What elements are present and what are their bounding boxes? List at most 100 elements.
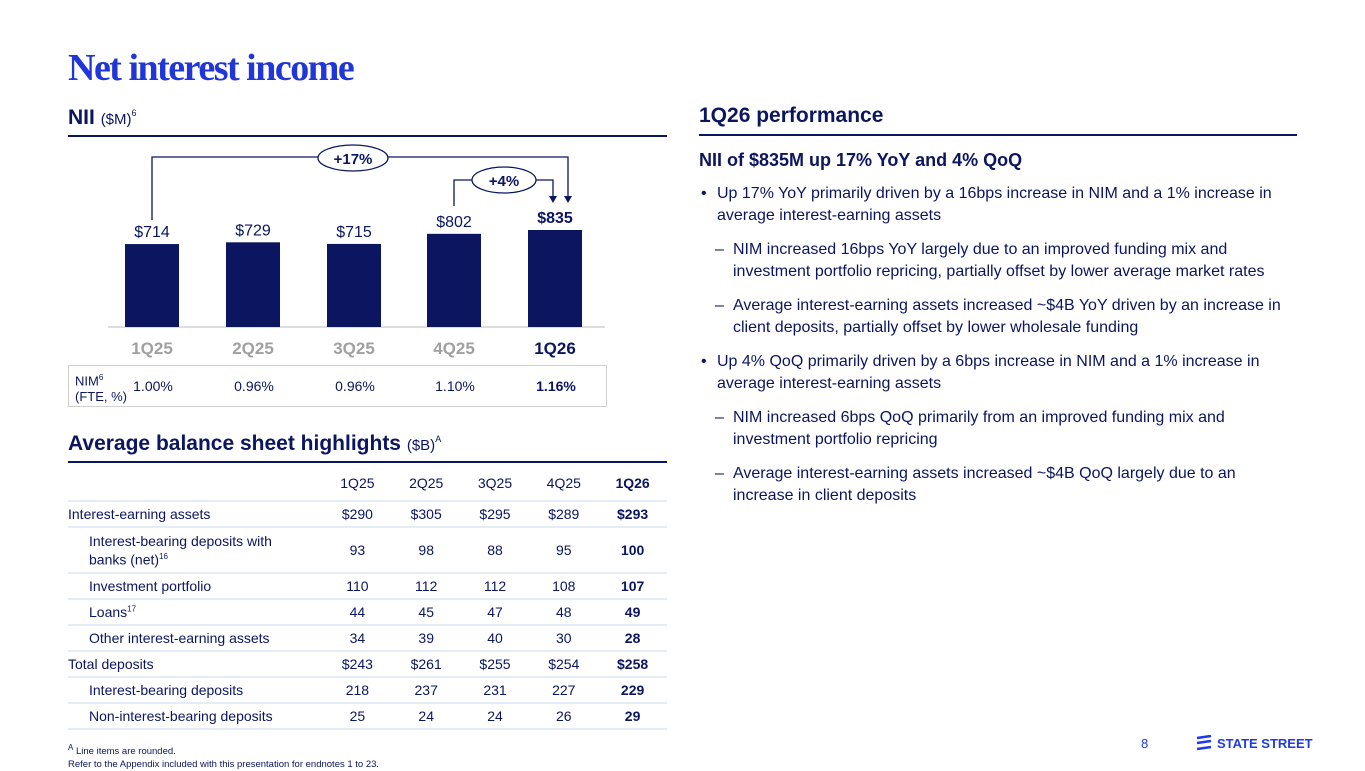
cell: 108 [529, 573, 599, 600]
cell: 39 [391, 625, 461, 652]
table-row: Non-interest-bearing deposits 25 24 24 26 29 [68, 703, 667, 730]
cell: $261 [391, 651, 461, 678]
row-label: Loans17 [68, 599, 323, 626]
bullet-item: Up 17% YoY primarily driven by a 16bps i… [699, 183, 1297, 227]
bar-2Q25 [226, 242, 280, 327]
divider [68, 461, 667, 463]
cell: 112 [391, 573, 461, 600]
balance-table: 1Q25 2Q25 3Q25 4Q25 1Q26 Interest-earning as… [68, 465, 667, 730]
footnote-mark: A [68, 743, 74, 752]
nim-value-2Q25: 0.96% [234, 378, 274, 394]
x-tick-label: 1Q25 [131, 339, 173, 358]
qoq-badge [471, 166, 537, 194]
cell: $290 [323, 501, 392, 528]
nim-value-3Q25: 0.96% [335, 378, 375, 394]
performance-panel: 1Q26 performance NII of $835M up 17% YoY… [699, 104, 1297, 507]
bullet-item: NIM increased 6bps QoQ primarily from an… [699, 407, 1297, 451]
nim-label-text: NIM [75, 373, 99, 389]
cell: 229 [598, 677, 667, 704]
table-row: Investment portfolio 110 112 112 108 107 [68, 573, 667, 600]
qoq-arrow-icon [549, 196, 557, 203]
cell: $243 [323, 651, 392, 678]
row-label: Interest-bearing deposits with banks (ne… [68, 527, 323, 574]
column-header: 3Q25 [460, 465, 530, 502]
row-note: 16 [159, 551, 168, 561]
table-row: Interest-bearing deposits 218 237 231 227 229 [68, 677, 667, 704]
divider [699, 134, 1297, 136]
cell: 44 [323, 599, 392, 626]
cell: 24 [391, 703, 461, 730]
row-note: 17 [127, 604, 137, 614]
cell: 26 [529, 703, 599, 730]
cell: 107 [598, 573, 667, 600]
cell: 24 [460, 703, 530, 730]
bullet-item: Up 4% QoQ primarily driven by a 6bps inc… [699, 351, 1297, 395]
cell: 112 [460, 573, 530, 600]
state-street-logo: STATE STREET [1195, 735, 1313, 751]
bullet-item: Average interest-earning assets increase… [699, 295, 1297, 339]
balance-heading: Average balance sheet highlights ($B)A [68, 432, 441, 456]
nii-heading-text: NII [68, 106, 95, 129]
cell: 100 [598, 527, 667, 574]
header-blank [68, 465, 323, 502]
x-tick-label: 3Q25 [333, 339, 375, 358]
yoy-arrow-icon [564, 196, 572, 203]
table-row: Interest-earning assets $290 $305 $295 $289 $… [68, 501, 667, 528]
data-label: $802 [436, 214, 472, 231]
page-title: Net interest income [68, 47, 355, 89]
cell: $258 [598, 651, 667, 678]
bullet-item: NIM increased 16bps YoY largely due to a… [699, 239, 1297, 283]
data-label: $835 [537, 210, 573, 227]
data-label: $729 [235, 222, 271, 239]
table-row: Other interest-earning assets 34 39 40 30 28 [68, 625, 667, 652]
row-label: Interest-earning assets [68, 501, 323, 528]
nim-note: 6 [98, 373, 104, 382]
cell: 98 [391, 527, 461, 574]
bullet-item: Average interest-earning assets increase… [699, 463, 1297, 507]
row-label: Investment portfolio [68, 573, 323, 600]
table-row: Interest-bearing deposits with banks (ne… [68, 527, 667, 574]
bar-1Q25 [125, 244, 179, 327]
nim-row: NIM6 (FTE, %) 1.00% 0.96% 0.96% 1.10% 1.16% [68, 365, 607, 407]
nii-unit: ($M) [100, 111, 132, 128]
row-label: Interest-bearing deposits [68, 677, 323, 704]
column-header: 4Q25 [529, 465, 599, 502]
column-header: 1Q25 [323, 465, 392, 502]
cell: 47 [460, 599, 530, 626]
balance-note: A [435, 434, 442, 444]
x-tick-label: 4Q25 [433, 339, 475, 358]
nii-heading: NII ($M)6 [68, 106, 137, 130]
data-label: $714 [134, 224, 170, 241]
cell: 218 [323, 677, 392, 704]
row-label: Other interest-earning assets [68, 625, 323, 652]
cell: $255 [460, 651, 530, 678]
yoy-badge [317, 144, 389, 172]
nim-label: NIM6 (FTE, %) [75, 370, 127, 405]
bar-1Q26 [528, 230, 582, 327]
performance-heading: 1Q26 performance [699, 104, 884, 127]
yoy-label: +17% [334, 151, 373, 168]
x-tick-label: 2Q25 [232, 339, 274, 358]
logo-text: STATE STREET [1217, 735, 1313, 751]
balance-unit: ($B) [406, 437, 436, 454]
table-row: Loans17 44 45 47 48 49 [68, 599, 667, 626]
nim-value-4Q25: 1.10% [435, 378, 475, 394]
cell: 88 [460, 527, 530, 574]
cell: 30 [529, 625, 599, 652]
nii-bar-chart: $714 1Q25 $729 2Q25 $715 3Q25 $802 4Q25 $835 1Q26… [108, 144, 605, 358]
qoq-label: +4% [489, 173, 519, 190]
cell: 110 [323, 573, 392, 600]
column-header: 1Q26 [598, 465, 667, 502]
bar-3Q25 [327, 243, 381, 327]
cell: 237 [391, 677, 461, 704]
nim-sublabel: (FTE, %) [75, 389, 127, 405]
balance-heading-text: Average balance sheet highlights [68, 432, 401, 455]
footnotes: A Line items are rounded. Refer to the Ap… [68, 741, 379, 771]
footnote-rounded: Line items are rounded. [75, 746, 176, 758]
x-tick-label: 1Q26 [534, 339, 576, 358]
cell: 40 [460, 625, 530, 652]
cell: 95 [529, 527, 599, 574]
cell: 48 [529, 599, 599, 626]
cell: 49 [598, 599, 667, 626]
row-label: Total deposits [68, 651, 323, 678]
